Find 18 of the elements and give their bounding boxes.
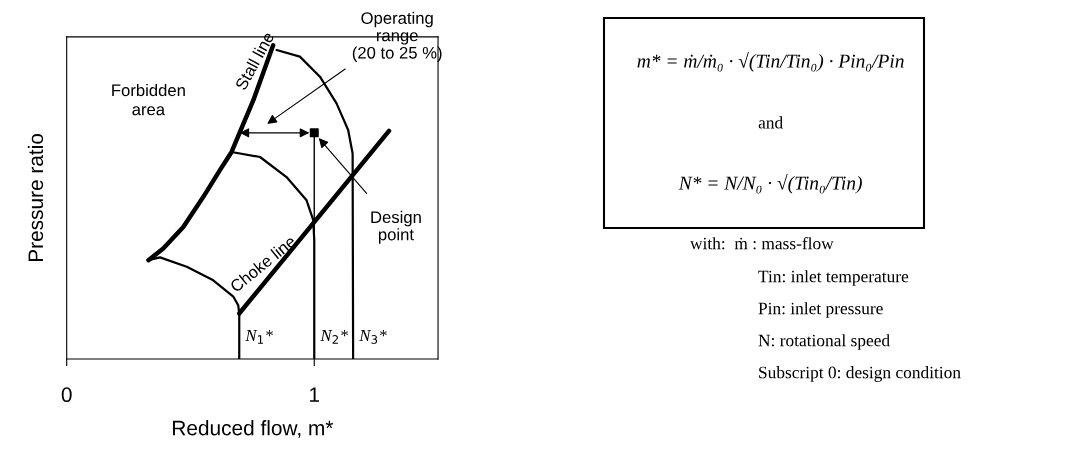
annotation: Forbidden area [112, 83, 185, 116]
x-tick-label: 0 [61, 387, 72, 403]
text: Tin: inlet temperature [758, 270, 909, 286]
text: N* = N/N₀ · √(Tin₀/Tin) [678, 174, 862, 194]
text: N: rotational speed [758, 334, 890, 350]
annotation: Design point [371, 210, 421, 244]
text: and [758, 116, 783, 129]
series-label: N$_{2}$* [320, 330, 348, 344]
series-label: N$_{3}$* [359, 330, 387, 344]
x-tick-label: 1 [310, 387, 320, 402]
series-label: N$_{1}$* [245, 330, 273, 344]
text: Stall line [234, 30, 275, 91]
text: Subscript 0: design condition [759, 366, 961, 382]
text: Pin: inlet pressure [758, 302, 883, 318]
x-axis-title: Reduced flow, m* [173, 420, 334, 438]
text: with: ṁ : mass-flow [690, 236, 834, 250]
y-axis-title: Pressure ratio [27, 133, 44, 262]
text: m* = ṁ/ṁ₀ · √(Tin/Tin₀) · Pin₀/Pin [637, 52, 904, 72]
